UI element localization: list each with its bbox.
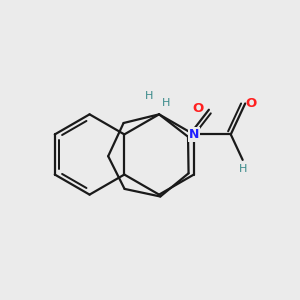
Text: H: H <box>238 164 247 174</box>
Text: O: O <box>193 102 204 115</box>
Text: H: H <box>162 98 170 108</box>
Text: N: N <box>189 128 199 141</box>
Text: O: O <box>245 97 257 110</box>
Text: H: H <box>145 91 153 101</box>
